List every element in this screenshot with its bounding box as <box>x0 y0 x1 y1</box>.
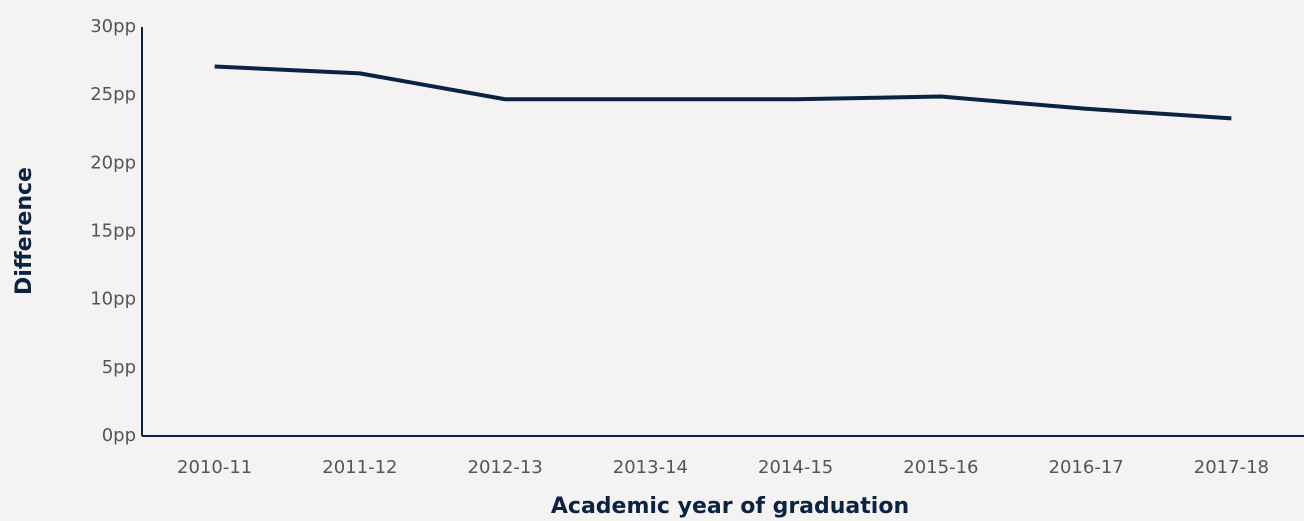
y-tick-label: 15pp <box>90 221 136 242</box>
y-tick-label: 5pp <box>102 357 136 378</box>
x-tick-label: 2016-17 <box>1049 457 1124 478</box>
data-line <box>214 64 1232 121</box>
x-tick-label: 2013-14 <box>613 457 688 478</box>
y-tick-label: 10pp <box>90 289 136 310</box>
x-tick-label: 2017-18 <box>1194 457 1269 478</box>
y-tick-label: 0pp <box>102 425 136 446</box>
y-tick-label: 30pp <box>90 16 136 37</box>
x-axis-title: Academic year of graduation <box>551 494 909 519</box>
x-tick-label: 2014-15 <box>758 457 833 478</box>
x-tick-label: 2012-13 <box>468 457 543 478</box>
x-tick-label: 2015-16 <box>903 457 978 478</box>
y-axis-title: Difference <box>12 167 37 295</box>
y-tick-label: 25pp <box>90 84 136 105</box>
x-tick-label: 2011-12 <box>322 457 397 478</box>
x-tick-label: 2010-11 <box>177 457 252 478</box>
y-tick-label: 20pp <box>90 152 136 173</box>
